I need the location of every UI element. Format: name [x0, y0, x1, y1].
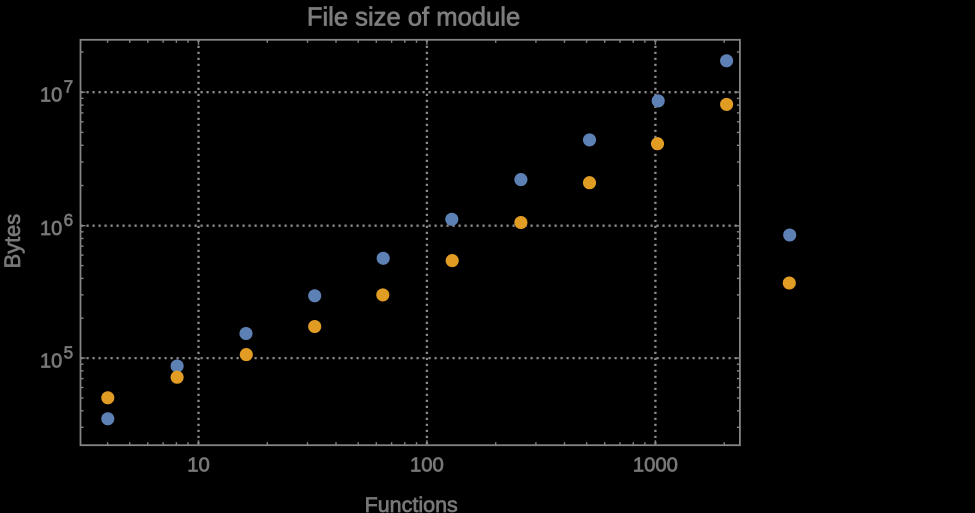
svg-text:7: 7: [64, 77, 74, 97]
svg-text:File size of module: File size of module: [307, 3, 520, 31]
svg-text:10: 10: [40, 85, 62, 107]
svg-text:5: 5: [64, 343, 74, 363]
svg-text:1000: 1000: [633, 454, 678, 476]
svg-text:10: 10: [187, 454, 210, 476]
svg-text:10: 10: [40, 350, 62, 372]
svg-text:6: 6: [64, 210, 74, 230]
svg-text:Bytes: Bytes: [0, 214, 25, 269]
svg-text:Functions: Functions: [365, 493, 458, 513]
svg-text:100: 100: [410, 454, 444, 476]
svg-text:10: 10: [40, 218, 62, 240]
